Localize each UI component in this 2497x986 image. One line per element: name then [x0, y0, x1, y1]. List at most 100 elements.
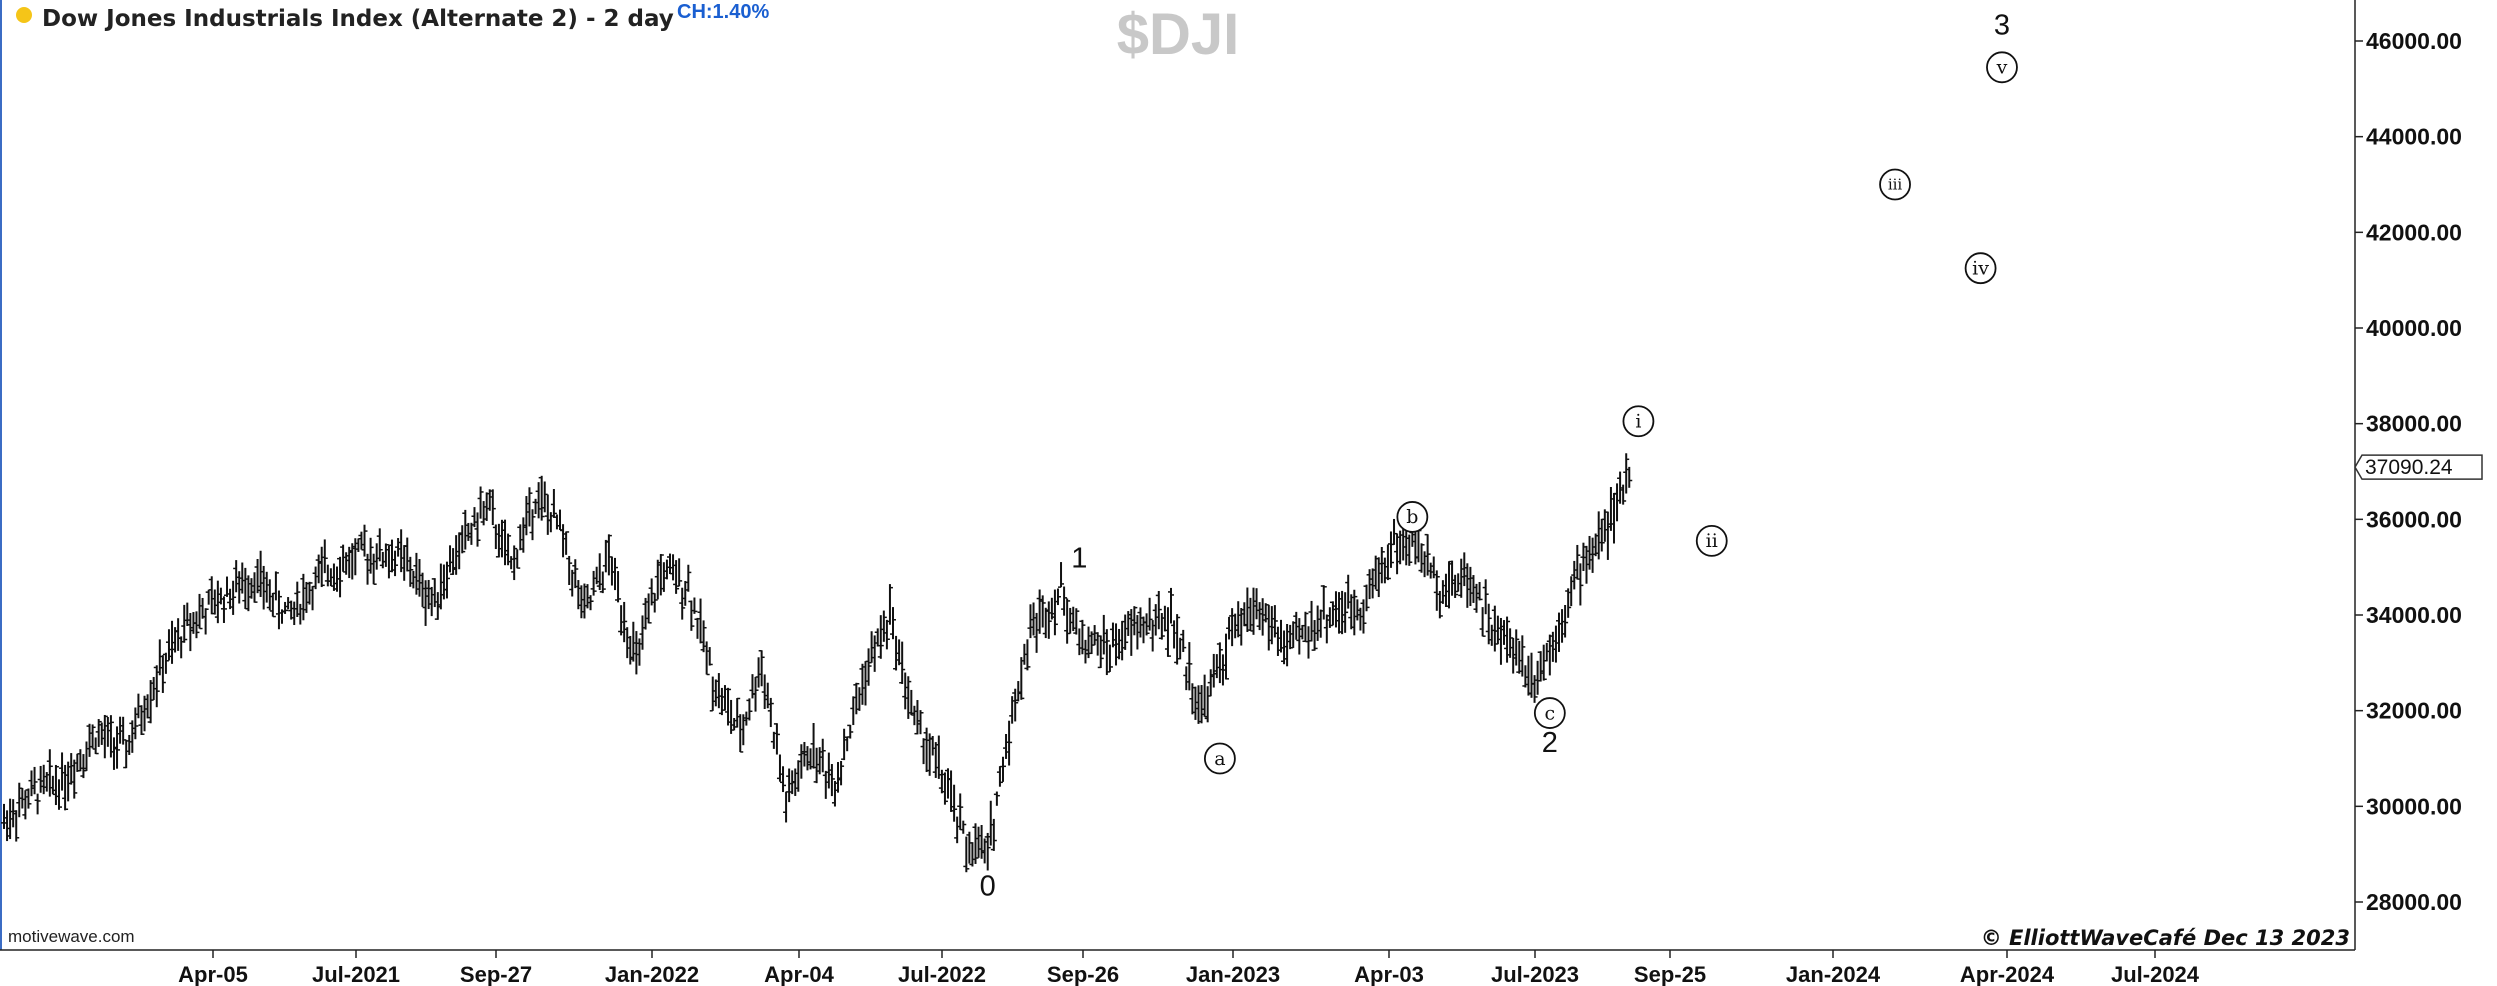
price-bar [1626, 466, 1633, 488]
price-axis: 46000.00 44000.00 42000.00 40000.00 38000.00… [2355, 28, 2462, 915]
price-bar [1452, 574, 1459, 598]
price-bar [590, 570, 597, 596]
wave-label-text: i [1635, 411, 1641, 433]
time-axis-label: Jan-2023 [1186, 962, 1280, 986]
time-axis-label: Apr-05 [178, 962, 248, 986]
wave-label-0: 0 [980, 870, 996, 902]
price-bar [905, 676, 912, 719]
price-axis-label: 28000.00 [2366, 889, 2462, 915]
time-axis-label: Sep-26 [1047, 962, 1119, 986]
price-bar [443, 561, 450, 599]
price-bar [101, 714, 108, 759]
price-bar [703, 641, 710, 676]
price-bar [370, 553, 377, 585]
wave-label-circle [1879, 168, 1911, 201]
price-bar [477, 486, 484, 519]
price-axis-label: 40000.00 [2366, 315, 2462, 341]
price-bar [541, 481, 548, 513]
motivewave-watermark: motivewave.com [8, 927, 135, 946]
price-bar [1513, 629, 1520, 666]
wave-label-2: 2 [1542, 727, 1558, 759]
price-bar [251, 572, 258, 603]
price-bar [828, 764, 835, 797]
wave-label-circle [1986, 51, 2018, 84]
wave-label-ii: ii [1695, 524, 1728, 557]
price-bar [367, 537, 374, 574]
price-axis-label: 36000.00 [2366, 506, 2462, 532]
price-bar [538, 475, 545, 521]
price-bar [1155, 590, 1162, 630]
price-bar [1106, 644, 1113, 673]
time-axis-label: Jul-2022 [898, 962, 986, 986]
price-bar [376, 528, 383, 562]
price-bar [282, 601, 289, 614]
price-bar [1476, 582, 1483, 601]
price-bar [1540, 644, 1547, 681]
price-bar [993, 791, 1000, 806]
price-bar [337, 556, 344, 598]
price-bar [1342, 592, 1349, 633]
price-bar [1577, 563, 1584, 606]
price-bar [1479, 607, 1486, 637]
price-bar [55, 779, 62, 810]
price-bar [318, 546, 325, 588]
price-bar [657, 554, 664, 596]
price-bar [700, 620, 707, 653]
wave-label-iv: iv [1964, 252, 1997, 285]
price-bar [392, 550, 399, 577]
price-bar [1079, 619, 1086, 655]
price-bar [147, 680, 154, 724]
price-bar [1223, 633, 1229, 680]
price-bar [92, 737, 99, 755]
price-bar [865, 648, 872, 686]
last-price-value: 37090.24 [2365, 456, 2453, 479]
wave-label-text: b [1406, 506, 1418, 528]
price-bar [1103, 629, 1110, 676]
wave-label-text: iii [1888, 175, 1903, 193]
price-bar [734, 697, 741, 728]
price-bar [1531, 675, 1538, 703]
wave-label-b: b [1396, 501, 1429, 533]
price-bar [972, 823, 979, 864]
price-bar [1097, 635, 1104, 669]
price-bar [230, 580, 237, 615]
price-bar [737, 714, 744, 753]
price-bar [688, 600, 695, 631]
price-bar [673, 560, 680, 594]
price-bar [1006, 720, 1013, 766]
price-bar [275, 590, 282, 630]
price-bar [780, 766, 787, 793]
wave-label-text: a [1214, 748, 1225, 770]
price-bar [1174, 614, 1181, 665]
price-bar [202, 608, 209, 635]
time-axis-label: Sep-27 [460, 962, 532, 986]
price-bar [877, 615, 884, 659]
price-bar [752, 676, 759, 712]
price-bar [1122, 614, 1129, 650]
wave-label-circle [1695, 524, 1728, 557]
price-bar [691, 597, 698, 614]
price-bar [1418, 543, 1425, 573]
price-bar [1045, 601, 1052, 639]
price-bar [566, 555, 573, 586]
price-axis-label: 34000.00 [2366, 602, 2462, 628]
price-bar [819, 738, 826, 773]
time-axis-label: Jul-2021 [312, 962, 400, 986]
price-bar [899, 641, 906, 684]
time-axis-label: Apr-03 [1354, 962, 1424, 986]
price-bar [459, 525, 466, 554]
price-bar [294, 581, 301, 617]
price-bar [1363, 584, 1370, 612]
time-axis-label: Jan-2024 [1786, 962, 1881, 986]
price-bar [563, 531, 570, 555]
price-bar [511, 545, 518, 581]
price-bar [1320, 585, 1327, 620]
price-bar [615, 571, 622, 603]
price-bar [1012, 688, 1019, 722]
price-bar [1271, 605, 1278, 638]
price-bar [917, 710, 924, 735]
price-axis-label: 38000.00 [2366, 411, 2462, 437]
price-bar [272, 571, 279, 601]
